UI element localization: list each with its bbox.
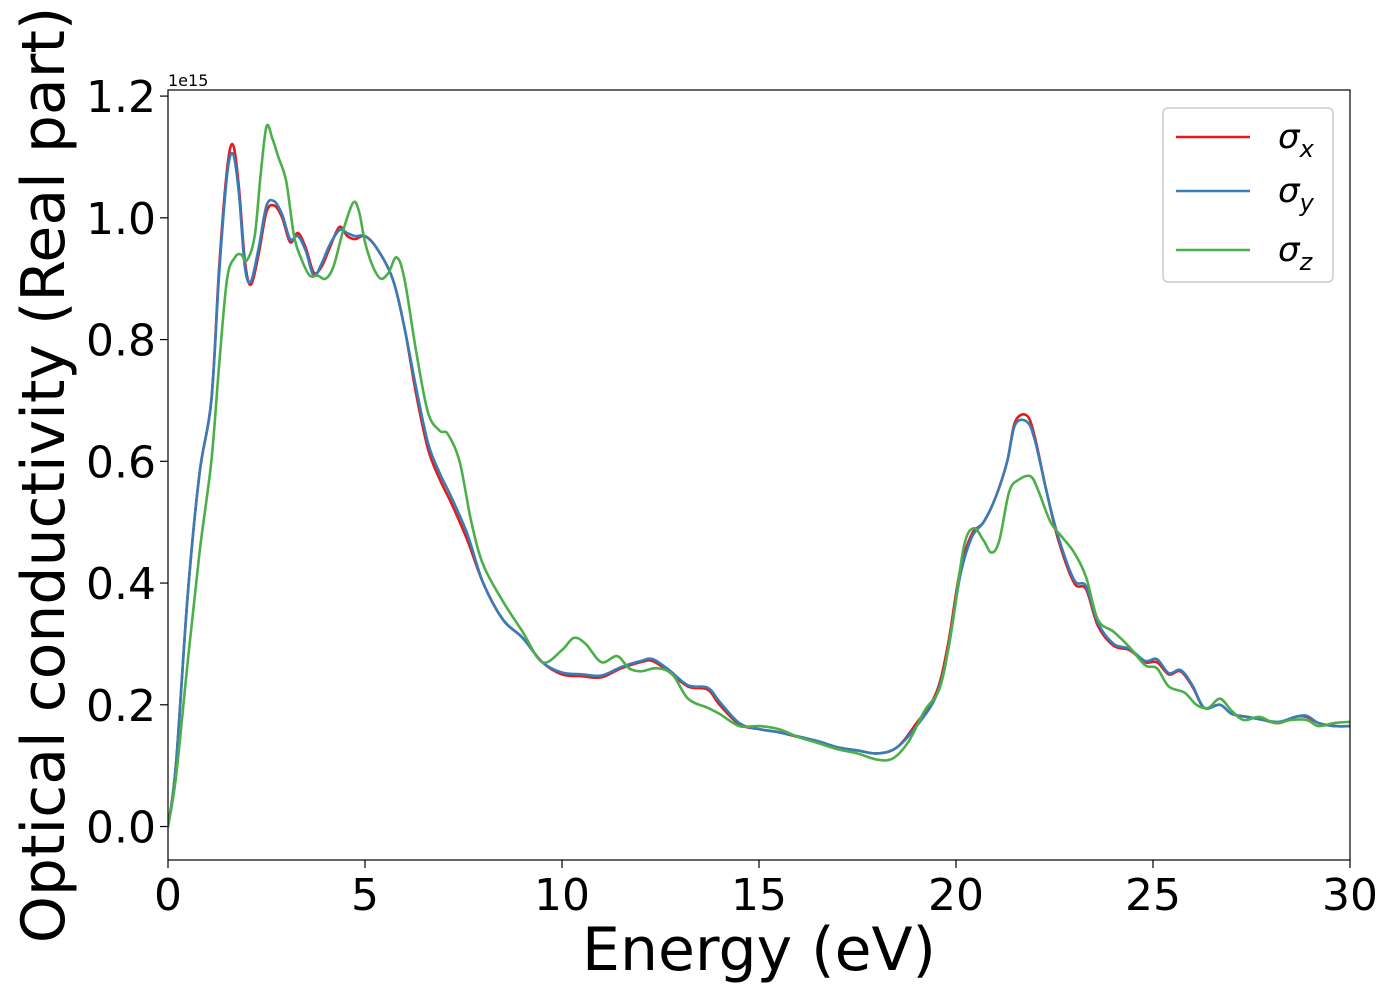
x-tick-label: 30 <box>1322 870 1378 921</box>
x-axis-label: Energy (eV) <box>582 915 936 985</box>
y-tick-label: 0.0 <box>86 803 156 854</box>
y-tick-label: 1.0 <box>86 194 156 245</box>
x-tick-label: 10 <box>534 870 590 921</box>
x-axis-ticks: 0 5 10 15 20 25 30 <box>154 860 1378 921</box>
y-tick-label: 0.4 <box>86 559 156 610</box>
x-tick-label: 20 <box>928 870 984 921</box>
x-tick-label: 5 <box>351 870 379 921</box>
legend: σx σy σz <box>1162 107 1334 283</box>
series-layer <box>168 123 1350 828</box>
legend-items: σx σy σz <box>1176 117 1315 276</box>
legend-label-sigma-y: σy <box>1278 171 1315 217</box>
y-tick-label: 0.2 <box>86 681 156 732</box>
legend-label-sigma-x: σx <box>1278 117 1315 163</box>
y-tick-label: 0.6 <box>86 437 156 488</box>
y-tick-label: 1.2 <box>86 72 156 123</box>
y-tick-label: 0.8 <box>86 316 156 367</box>
x-tick-label: 25 <box>1125 870 1181 921</box>
legend-label-sigma-z: σz <box>1278 230 1314 276</box>
x-tick-label: 15 <box>731 870 787 921</box>
y-axis-label: Optical conductivity (Real part) <box>9 7 79 944</box>
series-line-sigma-z <box>168 123 1350 828</box>
y-axis-ticks: 0.0 0.2 0.4 0.6 0.8 1.0 1.2 <box>86 72 168 854</box>
legend-box <box>1162 107 1334 283</box>
y-offset-text: 1e15 <box>168 71 208 90</box>
series-line-sigma-y <box>168 151 1350 828</box>
x-tick-label: 0 <box>154 870 182 921</box>
